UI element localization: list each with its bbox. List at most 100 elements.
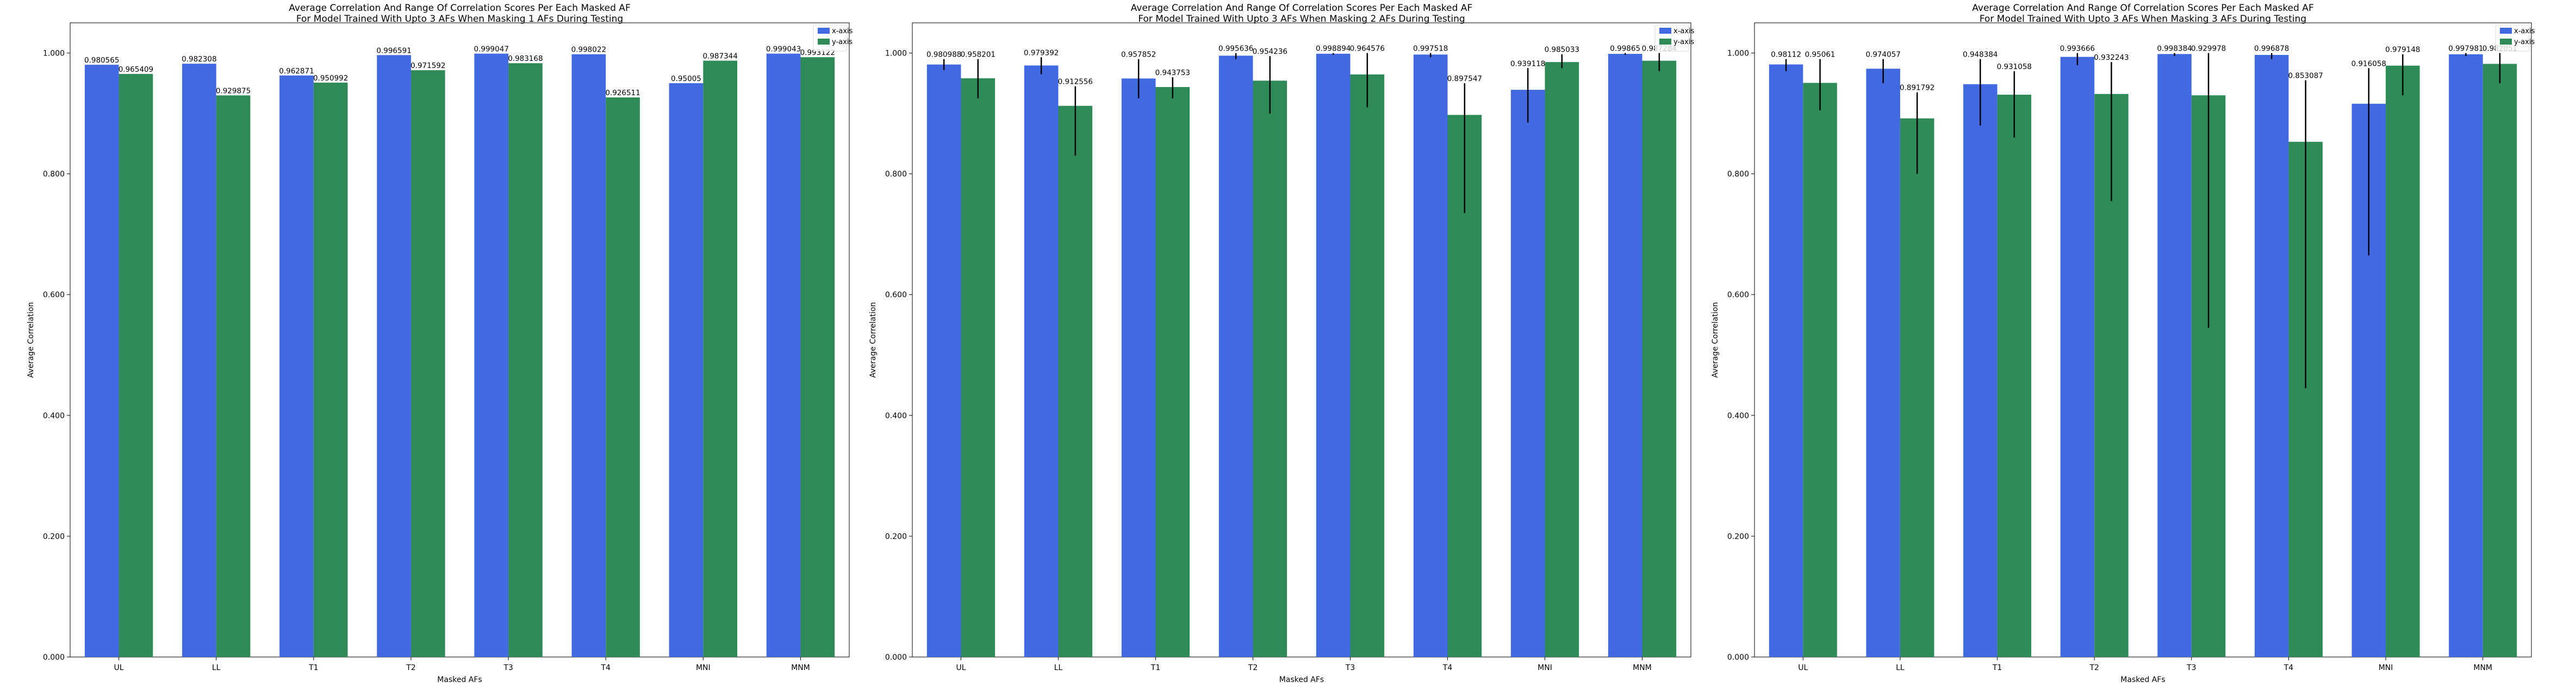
bar-x-axis-T2 (2060, 57, 2095, 657)
value-label-y-axis-UL: 0.965409 (119, 65, 153, 74)
x-tick-label: MNM (2473, 664, 2492, 672)
legend-label-y-axis: y-axis (2514, 38, 2535, 46)
y-tick-label: 0.600 (885, 291, 907, 300)
chart-panel-2: Average Correlation And Range Of Correla… (869, 3, 1695, 684)
value-label-x-axis-LL: 0.979392 (1024, 48, 1059, 57)
legend-swatch-y-axis (818, 39, 830, 45)
x-tick-label: T4 (600, 664, 611, 672)
bar-y-axis-MNI (703, 60, 738, 657)
chart-subtitle: For Model Trained With Upto 3 AFs When M… (1980, 14, 2306, 24)
value-label-x-axis-LL: 0.982308 (182, 55, 216, 64)
value-label-x-axis-MNI: 0.939118 (1510, 59, 1545, 68)
value-label-y-axis-T1: 0.943753 (1155, 69, 1190, 77)
bar-y-axis-T1 (1155, 86, 1190, 658)
value-label-x-axis-UL: 0.980565 (84, 56, 119, 65)
value-label-y-axis-T4: 0.926511 (605, 89, 640, 97)
chart-title: Average Correlation And Range Of Correla… (1972, 3, 2313, 14)
value-label-y-axis-MNI: 0.979148 (2385, 46, 2420, 54)
value-label-x-axis-T3: 0.998894 (1316, 45, 1351, 53)
y-tick-label: 1.000 (885, 49, 907, 58)
bar-x-axis-MNI (1510, 90, 1545, 657)
bar-x-axis-T3 (474, 53, 509, 658)
y-tick-label: 0.800 (43, 170, 65, 179)
value-label-x-axis-MNM: 0.99865 (1610, 45, 1640, 53)
bar-x-axis-T2 (1218, 55, 1253, 658)
x-tick-label: T4 (1442, 664, 1453, 672)
y-tick-label: 0.600 (1727, 291, 1749, 300)
value-label-y-axis-T2: 0.932243 (2094, 53, 2129, 62)
x-axis-label: Masked AFs (437, 675, 482, 684)
value-label-x-axis-T2: 0.993666 (2060, 45, 2095, 53)
x-tick-label: T2 (2089, 664, 2099, 672)
bar-x-axis-LL (182, 64, 216, 657)
bar-y-axis-T3 (1350, 74, 1385, 657)
value-label-x-axis-UL: 0.980988 (926, 51, 961, 59)
value-label-x-axis-MNM: 0.999043 (766, 45, 801, 54)
y-tick-label: 0.400 (1727, 412, 1749, 420)
bar-y-axis-UL (119, 73, 153, 658)
legend-swatch-x-axis (2500, 28, 2512, 34)
bar-x-axis-T3 (2157, 54, 2192, 657)
x-axis-label: Masked AFs (1279, 675, 1324, 684)
value-label-y-axis-LL: 0.929875 (216, 86, 251, 95)
y-tick-label: 1.000 (1727, 49, 1749, 58)
bar-y-axis-MNM (2482, 64, 2517, 657)
x-tick-label: MNI (1538, 664, 1552, 672)
value-label-x-axis-UL: 0.98112 (1771, 51, 1801, 59)
x-tick-label: T1 (308, 664, 318, 672)
bar-y-axis-UL (961, 78, 995, 658)
x-tick-label: UL (1798, 664, 1808, 672)
value-label-x-axis-MNI: 0.916058 (2351, 59, 2386, 68)
value-label-y-axis-T4: 0.853087 (2288, 71, 2323, 80)
value-label-y-axis-MNI: 0.985033 (1545, 46, 1579, 54)
bar-x-axis-T4 (2254, 54, 2289, 657)
bar-x-axis-UL (1769, 64, 1803, 657)
x-axis-label: Masked AFs (2120, 675, 2165, 684)
bar-y-axis-T2 (1253, 80, 1287, 658)
legend-label-x-axis: x-axis (1673, 27, 1695, 35)
value-label-y-axis-UL: 0.95061 (1805, 51, 1835, 59)
y-tick-label: 0.200 (43, 532, 65, 541)
value-label-x-axis-T2: 0.996591 (376, 46, 411, 55)
value-label-y-axis-T4: 0.897547 (1447, 75, 1482, 83)
bar-x-axis-T1 (1963, 84, 1998, 657)
bar-y-axis-MNI (1545, 62, 1579, 658)
y-axis-label: Average Correlation (27, 302, 35, 377)
value-label-x-axis-T3: 0.998384 (2157, 45, 2192, 53)
y-tick-label: 0.800 (1727, 170, 1749, 179)
x-tick-label: MNM (1633, 664, 1652, 672)
value-label-y-axis-T3: 0.929978 (2191, 45, 2226, 53)
chart-panel-3: Average Correlation And Range Of Correla… (1711, 3, 2535, 684)
value-label-x-axis-T3: 0.999047 (474, 45, 509, 54)
bar-x-axis-T4 (1413, 54, 1448, 657)
x-tick-label: T1 (1992, 664, 2002, 672)
legend: x-axis y-axis (813, 24, 853, 52)
legend-label-x-axis: x-axis (2514, 27, 2535, 35)
legend-label-x-axis: x-axis (832, 27, 853, 35)
bar-y-axis-LL (1900, 118, 1934, 657)
value-label-x-axis-T4: 0.996878 (2254, 45, 2289, 53)
legend-label-y-axis: y-axis (832, 38, 853, 46)
value-label-y-axis-T1: 0.931058 (1997, 63, 2032, 71)
y-tick-label: 0.800 (885, 170, 907, 179)
bar-y-axis-MNM (1642, 60, 1677, 657)
bar-x-axis-MNM (1608, 54, 1642, 657)
x-tick-label: T3 (2186, 664, 2196, 672)
value-label-y-axis-MNI: 0.987344 (702, 52, 737, 61)
x-tick-label: MNI (696, 664, 711, 672)
y-axis-label: Average Correlation (1711, 302, 1720, 377)
x-tick-label: T1 (1150, 664, 1160, 672)
y-tick-label: 0.400 (885, 412, 907, 420)
value-label-x-axis-T1: 0.948384 (1963, 51, 1998, 59)
x-tick-label: UL (956, 664, 966, 672)
bar-x-axis-MNM (766, 53, 801, 657)
plot-frame (1754, 22, 2532, 658)
y-tick-label: 0.400 (43, 412, 65, 420)
bar-y-axis-MNI (2386, 65, 2420, 658)
y-tick-label: 0.000 (43, 653, 65, 662)
value-label-x-axis-MNI: 0.95005 (671, 75, 701, 83)
bar-x-axis-MNM (2449, 54, 2483, 657)
y-axis-label: Average Correlation (869, 302, 878, 377)
chart-subtitle: For Model Trained With Upto 3 AFs When M… (296, 14, 623, 24)
